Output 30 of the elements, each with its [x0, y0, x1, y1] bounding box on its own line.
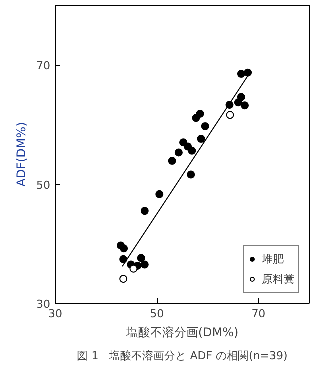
point	[201, 122, 210, 130]
point	[168, 157, 176, 166]
point	[237, 70, 246, 78]
y-tick-label: 70	[36, 60, 51, 73]
point	[120, 244, 128, 253]
y-tick-label: 50	[36, 178, 51, 192]
point	[120, 275, 128, 284]
caption: 図 1 塩酸不溶画分と ADF の相関(n=39)	[77, 350, 288, 362]
x-tick-label: 30	[48, 308, 62, 320]
point	[120, 255, 128, 264]
point	[240, 102, 249, 110]
point	[188, 146, 196, 155]
legend-label: 堆肥	[262, 252, 284, 266]
point	[226, 111, 234, 120]
x-tick-label: 50	[150, 308, 164, 320]
point	[234, 98, 242, 107]
y-axis-title: ADF(DM%)	[14, 122, 29, 187]
point	[140, 260, 149, 269]
point	[140, 207, 149, 216]
legend-label: 原料糞	[262, 272, 295, 286]
point	[174, 148, 183, 157]
point	[187, 170, 196, 179]
point	[137, 254, 146, 262]
point	[156, 190, 164, 198]
x-axis-title: 塩酸不溶分画(DM%)	[125, 326, 239, 340]
point	[197, 135, 206, 143]
point	[196, 110, 204, 118]
x-tick-label: 70	[252, 308, 266, 320]
y-tick-label: 30	[36, 298, 51, 311]
point	[130, 264, 138, 273]
